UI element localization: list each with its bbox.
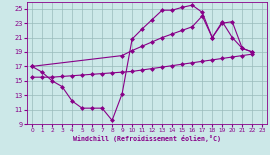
X-axis label: Windchill (Refroidissement éolien,°C): Windchill (Refroidissement éolien,°C) [73,135,221,142]
